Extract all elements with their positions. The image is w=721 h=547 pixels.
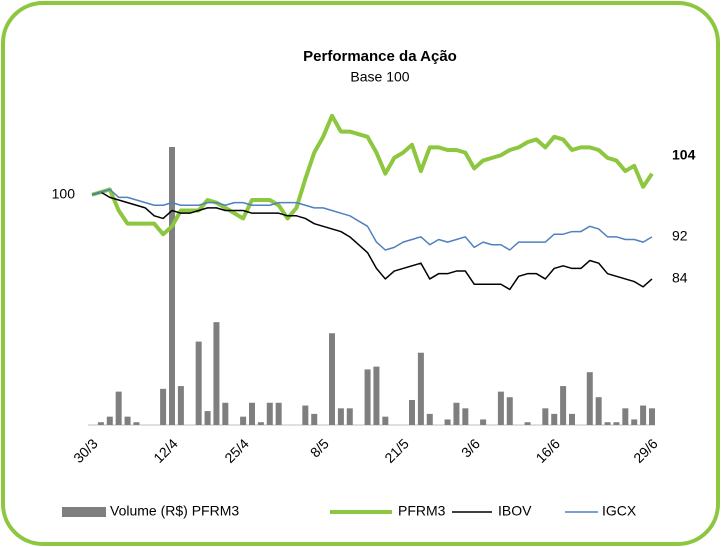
volume-bar bbox=[551, 413, 558, 425]
legend-label: IBOV bbox=[498, 503, 532, 519]
volume-bar bbox=[542, 408, 549, 425]
volume-bar bbox=[160, 388, 167, 425]
volume-bar bbox=[133, 422, 140, 425]
volume-bar bbox=[115, 391, 122, 425]
legend-label: IGCX bbox=[602, 503, 637, 519]
line bbox=[91, 191, 653, 291]
volume-bar bbox=[560, 386, 567, 425]
volume-bar bbox=[329, 333, 335, 425]
volume-bar bbox=[444, 419, 451, 425]
volume-bar bbox=[586, 372, 593, 425]
y-tick-label: 100 bbox=[52, 185, 76, 201]
volume-bar bbox=[240, 416, 247, 425]
volume-bar bbox=[124, 416, 131, 425]
volume-bar bbox=[275, 402, 282, 425]
line bbox=[91, 188, 653, 251]
volume-bar bbox=[631, 419, 638, 425]
volume-bar bbox=[97, 422, 104, 425]
volume-bar bbox=[480, 419, 487, 425]
volume-bar bbox=[595, 397, 602, 425]
volume-bar bbox=[453, 402, 460, 425]
volume-bar bbox=[177, 386, 184, 425]
volume-bar bbox=[337, 408, 344, 425]
volume-bar bbox=[462, 408, 469, 425]
volume-bar bbox=[169, 147, 175, 425]
volume-bar bbox=[222, 402, 229, 425]
volume-bar bbox=[106, 416, 113, 425]
end-label: 92 bbox=[672, 228, 688, 244]
volume-bar bbox=[409, 399, 415, 425]
volume-bar bbox=[195, 341, 202, 425]
chart-title: Performance da Ação bbox=[303, 48, 457, 65]
volume-bar bbox=[417, 352, 424, 425]
legend-swatch bbox=[62, 507, 106, 517]
volume-bar bbox=[249, 402, 255, 425]
legend-label: Volume (R$) PFRM3 bbox=[110, 503, 239, 519]
volume-bar bbox=[257, 422, 264, 425]
volume-bar bbox=[364, 369, 371, 425]
volume-bar bbox=[382, 416, 389, 425]
volume-bar bbox=[346, 408, 353, 425]
volume-bar bbox=[373, 366, 380, 425]
volume-bar bbox=[569, 413, 575, 425]
volume-bar bbox=[302, 405, 309, 425]
volume-bar bbox=[506, 397, 513, 425]
volume-bar bbox=[311, 413, 318, 425]
volume-bar bbox=[426, 413, 433, 425]
end-label: 84 bbox=[672, 270, 688, 286]
volume-bar bbox=[649, 408, 655, 425]
chart-subtitle: Base 100 bbox=[350, 69, 409, 85]
volume-bar bbox=[604, 422, 611, 425]
volume-bar bbox=[497, 391, 504, 425]
line bbox=[91, 113, 654, 237]
legend-label: PFRM3 bbox=[398, 503, 446, 519]
volume-bar bbox=[613, 422, 620, 425]
volume-bar bbox=[204, 411, 211, 425]
volume-bar bbox=[266, 402, 273, 425]
end-label: 104 bbox=[672, 146, 696, 162]
volume-bar bbox=[213, 322, 220, 425]
volume-bar bbox=[524, 422, 531, 425]
volume-bar bbox=[640, 405, 647, 425]
volume-bar bbox=[622, 408, 629, 425]
